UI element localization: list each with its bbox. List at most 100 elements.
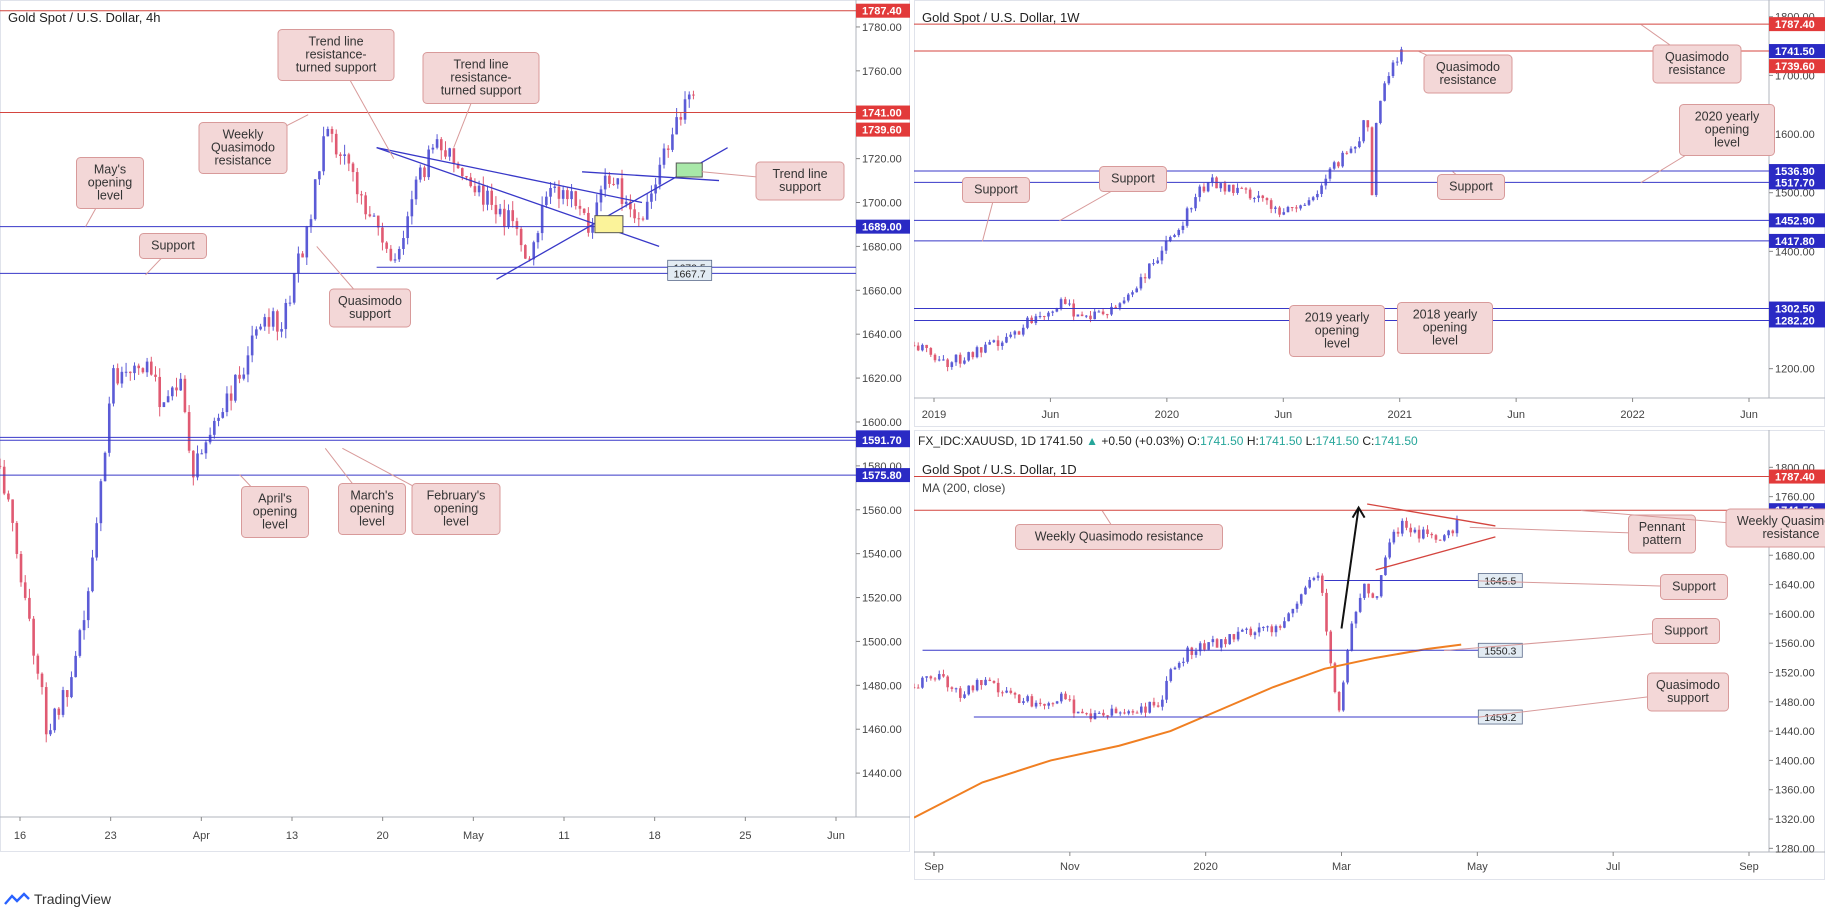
price-tag-label: 1787.40 [862, 6, 902, 18]
level-inline-label: 1667.7 [674, 268, 706, 280]
candle-body [1068, 303, 1071, 305]
daily-symbol: FX_IDC:XAUUSD, 1D [918, 434, 1037, 448]
candle-body [1332, 162, 1336, 169]
candle-body [1236, 187, 1239, 193]
candle-body [1375, 596, 1379, 598]
chart-weekly[interactable]: 1200.001300.001400.001500.001600.001700.… [914, 0, 1825, 427]
candle-body [519, 228, 523, 246]
candle-body [305, 226, 309, 258]
price-tag-label: 1591.70 [862, 435, 902, 447]
chart-4h[interactable]: 1440.00 1460.00 1480.00 1500.00 1520.00 1540.… [0, 0, 910, 852]
candle-body [1206, 182, 1210, 192]
annotation-callout [1397, 302, 1493, 354]
candle-body [603, 175, 607, 190]
candle-body [914, 687, 916, 689]
tradingview-watermark[interactable]: TradingView [4, 891, 111, 907]
candle-body [196, 453, 199, 478]
candle-body [1126, 294, 1130, 301]
candle-body [524, 245, 527, 259]
candle-body [36, 655, 40, 674]
candle-body [1063, 299, 1067, 304]
candle-body [1358, 597, 1362, 612]
candle-body [1371, 593, 1375, 598]
candle-body [1350, 623, 1354, 651]
price-tag-label: 1689.00 [862, 222, 902, 234]
candle-body [1101, 311, 1105, 315]
candle-body [1026, 696, 1029, 702]
annotation-callout [1628, 514, 1696, 554]
price-tag [1769, 213, 1825, 228]
price-tag [856, 468, 910, 483]
candle-body [1249, 628, 1253, 636]
annotation-callout [1099, 166, 1167, 192]
candle-body [608, 175, 611, 184]
candle-body [950, 687, 954, 689]
candle-body [1307, 200, 1311, 205]
price-tick-label: 1320.00 [1775, 814, 1815, 826]
candle-body [154, 374, 157, 377]
price-tag-label: 1417.80 [1775, 236, 1815, 248]
annotation-text: Support [151, 239, 195, 253]
candle-body [276, 311, 279, 332]
candle-body [1232, 184, 1235, 193]
chart-daily[interactable]: 1280.00 1320.00 1360.00 1400.00 1440.00 1480.… [914, 430, 1825, 880]
candle-body [637, 218, 641, 220]
chart-title: Gold Spot / U.S. Dollar, 4h [8, 10, 160, 25]
candle-body [1102, 712, 1105, 716]
candle-body [460, 168, 464, 177]
candle-body [217, 417, 220, 421]
candle-body [1282, 212, 1286, 215]
chart-w1-content: 1200.001300.001400.001500.001600.001700.… [914, 0, 1825, 427]
annotation-text: 2020 yearly opening level [1695, 110, 1760, 150]
candle-body [1290, 206, 1294, 208]
candle-body [339, 154, 342, 157]
candle-body [393, 259, 397, 261]
annotation-line: opening [434, 502, 479, 516]
annotation-line: Pennant [1639, 520, 1686, 534]
candle-body [1266, 626, 1269, 628]
annotation-callout [1652, 44, 1742, 84]
annotation-line: Trend line [453, 58, 508, 72]
annotation-line: support [1667, 691, 1709, 705]
price-tick-label: 1520.00 [1775, 667, 1815, 679]
candle-body [1186, 647, 1189, 662]
price-tick-label: 1440.00 [862, 768, 902, 780]
candle-body [284, 302, 288, 330]
price-tag [1769, 469, 1825, 484]
annotation-line: turned support [296, 61, 377, 75]
daily-symbol-header: FX_IDC:XAUUSD, 1D 1741.50 ▲ +0.50 (+0.03… [918, 434, 1418, 448]
candle-body [612, 183, 615, 185]
time-tick-label: 25 [739, 830, 751, 842]
candle-body [1143, 277, 1147, 279]
candle-body [1329, 631, 1333, 664]
daily-h-label: H: [1246, 434, 1259, 448]
time-tick-label: 20 [377, 830, 389, 842]
price-tick-label: 1400.00 [1775, 246, 1815, 258]
candle-body [916, 687, 920, 689]
candle-body [149, 361, 153, 375]
annotation-callout [76, 157, 144, 209]
candle-body [225, 393, 229, 413]
price-tag [1769, 175, 1825, 190]
annotation-callout [1423, 54, 1513, 94]
impulse-arrow-head [1351, 505, 1366, 519]
candle-body [414, 179, 418, 200]
candle-body [473, 186, 477, 193]
chart-weekly-canvas[interactable]: 1200.001300.001400.001500.001600.001700.… [914, 0, 1825, 427]
annotation-line: resistance- [450, 71, 511, 85]
candle-body [1021, 327, 1025, 335]
annotation-line: opening [350, 502, 395, 516]
price-tick-label: 1600.00 [1775, 609, 1815, 621]
annotation-callout [1652, 618, 1720, 644]
candle-body [599, 189, 603, 203]
chart-daily-canvas[interactable]: 1280.00 1320.00 1360.00 1400.00 1440.00 1480.… [914, 430, 1825, 880]
candle-body [1030, 696, 1034, 707]
candle-body [984, 679, 987, 686]
candle-body [1257, 627, 1261, 633]
annotation-callout [1679, 104, 1775, 156]
annotation-line: Support [974, 183, 1018, 197]
chart-4h-canvas[interactable]: 1440.00 1460.00 1480.00 1500.00 1520.00 1540.… [0, 0, 910, 852]
candle-body [1353, 147, 1357, 149]
candle-body [1017, 694, 1021, 703]
candle-body [633, 209, 636, 219]
